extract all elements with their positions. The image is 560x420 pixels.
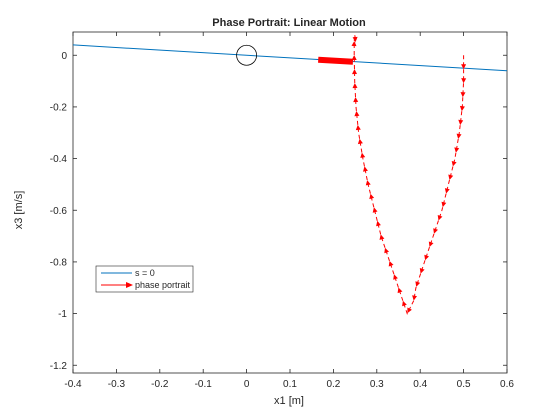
series-s0-line <box>73 44 507 72</box>
series-sliding-segment <box>318 56 354 65</box>
x-tick-label: 0.1 <box>283 379 297 390</box>
legend-label-s0: s = 0 <box>135 268 155 278</box>
x-tick-label: 0 <box>244 379 250 390</box>
y-axis-ticks: 0 -0.2 -0.4 -0.6 -0.8 -1 -1.2 <box>50 51 507 372</box>
x-tick-label: -0.2 <box>151 379 169 390</box>
phase-arrowhead <box>433 228 438 234</box>
phase-arrowhead <box>412 295 417 301</box>
y-tick-label: -0.6 <box>50 206 68 217</box>
phase-arrowhead <box>461 64 467 70</box>
legend: s = 0 phase portrait <box>95 265 194 293</box>
phase-arrowhead <box>379 234 385 240</box>
phase-arrowhead <box>419 268 425 274</box>
phase-arrowhead <box>459 105 465 112</box>
phase-arrowhead <box>454 147 460 153</box>
y-axis-label: x3 [m/s] <box>13 191 25 230</box>
phase-arrowhead <box>372 207 378 213</box>
phase-arrowhead <box>407 307 412 314</box>
plot-area: -0.4 -0.3 -0.2 -0.1 0 0.1 0.2 0.3 0.4 0.5 0.6 0-0.… <box>50 31 514 390</box>
series-layer <box>73 34 507 315</box>
phase-arrowhead <box>437 215 443 221</box>
phase-arrowhead <box>397 287 403 294</box>
legend-box <box>95 265 194 293</box>
phase-arrowhead <box>376 220 381 227</box>
phase-arrowhead <box>458 119 464 126</box>
y-tick-label: -1.2 <box>50 361 68 372</box>
phase-arrowhead <box>369 193 375 200</box>
phase-arrowhead <box>456 133 462 139</box>
phase-arrowhead <box>363 166 368 172</box>
phase-arrowhead <box>393 274 398 280</box>
phase-arrowhead <box>461 78 467 84</box>
y-tick-label: -0.4 <box>50 154 68 165</box>
phase-arrowhead <box>351 41 357 47</box>
x-tick-label: -0.1 <box>195 379 213 390</box>
phase-arrowhead <box>352 83 358 89</box>
x-tick-label: 0.4 <box>413 379 427 390</box>
phase-arrowhead <box>460 92 466 98</box>
phase-arrowhead <box>415 281 421 287</box>
phase-arrowhead <box>384 247 389 254</box>
phase-arrowhead <box>365 180 371 186</box>
x-tick-label: -0.3 <box>108 379 126 390</box>
axes-box <box>72 31 508 374</box>
phase-arrowhead <box>354 111 360 117</box>
origin-circle-marker <box>236 44 258 66</box>
phase-arrowhead <box>388 261 394 267</box>
y-tick-label: -0.2 <box>50 102 68 113</box>
phase-arrowhead <box>424 254 429 261</box>
phase-arrowhead <box>352 36 358 43</box>
x-tick-label: -0.4 <box>64 379 82 390</box>
chart-title: Phase Portrait: Linear Motion <box>212 17 366 29</box>
phase-arrowhead <box>444 188 450 194</box>
phase-arrowhead <box>441 201 447 208</box>
phase-arrowhead <box>355 124 361 131</box>
phase-arrowhead <box>352 69 357 75</box>
legend-label-phase: phase portrait <box>135 280 191 290</box>
x-tick-label: 0.3 <box>370 379 384 390</box>
clipped-series <box>73 34 507 315</box>
phase-arrowhead <box>357 138 363 145</box>
y-tick-label: 0 <box>61 51 67 62</box>
phase-arrowhead <box>451 161 457 167</box>
phase-arrowhead <box>360 152 366 158</box>
x-axis-label: x1 [m] <box>274 395 304 407</box>
x-tick-label: 0.2 <box>326 379 340 390</box>
x-tick-label: 0.5 <box>457 379 471 390</box>
x-axis-ticks: -0.4 -0.3 -0.2 -0.1 0 0.1 0.2 0.3 0.4 0.5 0.6 <box>64 32 514 390</box>
phase-arrowhead <box>428 241 434 247</box>
legend-arrowhead-phase <box>126 282 133 288</box>
x-tick-label: 0.6 <box>500 379 514 390</box>
y-tick-label: -1 <box>58 309 67 320</box>
phase-arrowhead <box>353 97 359 103</box>
phase-arrowhead <box>402 300 407 307</box>
y-tick-label: -0.8 <box>50 257 68 268</box>
phase-arrowhead <box>448 174 454 180</box>
